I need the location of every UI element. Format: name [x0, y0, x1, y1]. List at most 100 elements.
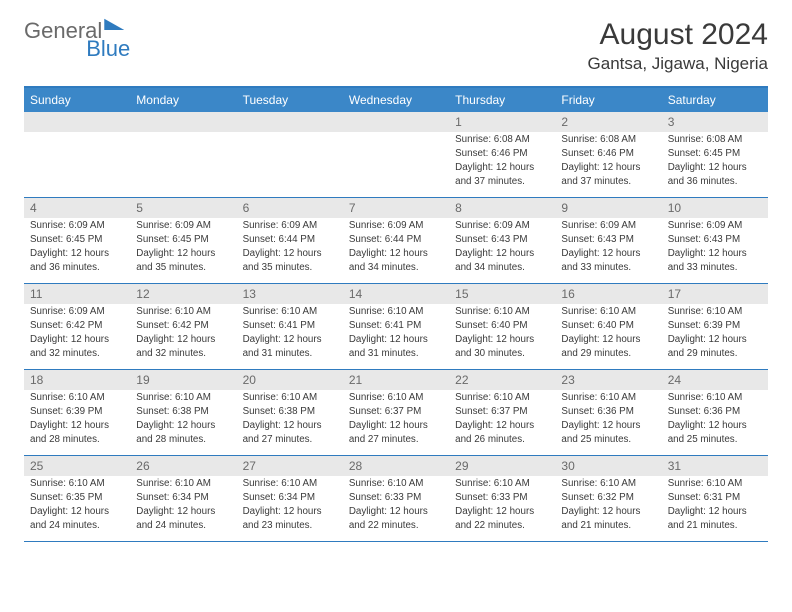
sunset-text: Sunset: 6:45 PM [662, 146, 768, 160]
logo-triangle-icon [104, 16, 124, 30]
date-number: 4 [24, 198, 130, 218]
month-title: August 2024 [588, 18, 768, 52]
logo-word-blue: Blue [86, 36, 130, 62]
day-cell: 17Sunrise: 6:10 AMSunset: 6:39 PMDayligh… [662, 284, 768, 370]
date-number: 27 [237, 456, 343, 476]
sunrise-text: Sunrise: 6:08 AM [449, 132, 555, 146]
sunset-text: Sunset: 6:34 PM [130, 490, 236, 504]
date-number [237, 112, 343, 132]
calendar: Sunday Monday Tuesday Wednesday Thursday… [24, 86, 768, 542]
day-cell: 29Sunrise: 6:10 AMSunset: 6:33 PMDayligh… [449, 456, 555, 542]
day-cell: 5Sunrise: 6:09 AMSunset: 6:45 PMDaylight… [130, 198, 236, 284]
date-number [130, 112, 236, 132]
sunrise-text: Sunrise: 6:10 AM [343, 390, 449, 404]
logo: GeneralBlue [24, 18, 124, 44]
day-cell: 7Sunrise: 6:09 AMSunset: 6:44 PMDaylight… [343, 198, 449, 284]
day-cell: 23Sunrise: 6:10 AMSunset: 6:36 PMDayligh… [555, 370, 661, 456]
day-cell: 22Sunrise: 6:10 AMSunset: 6:37 PMDayligh… [449, 370, 555, 456]
sunrise-text: Sunrise: 6:10 AM [555, 304, 661, 318]
title-block: August 2024 Gantsa, Jigawa, Nigeria [588, 18, 768, 74]
day-cell: 28Sunrise: 6:10 AMSunset: 6:33 PMDayligh… [343, 456, 449, 542]
day-cell: 24Sunrise: 6:10 AMSunset: 6:36 PMDayligh… [662, 370, 768, 456]
sunrise-text: Sunrise: 6:08 AM [555, 132, 661, 146]
daylight-text: Daylight: 12 hours and 32 minutes. [130, 332, 236, 359]
date-number: 26 [130, 456, 236, 476]
daylight-text: Daylight: 12 hours and 32 minutes. [24, 332, 130, 359]
sunset-text: Sunset: 6:43 PM [449, 232, 555, 246]
sunset-text: Sunset: 6:33 PM [343, 490, 449, 504]
daylight-text: Daylight: 12 hours and 21 minutes. [662, 504, 768, 531]
date-number: 16 [555, 284, 661, 304]
sunset-text: Sunset: 6:45 PM [24, 232, 130, 246]
daylight-text: Daylight: 12 hours and 24 minutes. [130, 504, 236, 531]
sunrise-text: Sunrise: 6:10 AM [130, 390, 236, 404]
day-cell: 2Sunrise: 6:08 AMSunset: 6:46 PMDaylight… [555, 112, 661, 198]
sunrise-text: Sunrise: 6:09 AM [24, 304, 130, 318]
day-cell: 26Sunrise: 6:10 AMSunset: 6:34 PMDayligh… [130, 456, 236, 542]
sunset-text: Sunset: 6:36 PM [555, 404, 661, 418]
sunset-text: Sunset: 6:43 PM [555, 232, 661, 246]
daylight-text: Daylight: 12 hours and 36 minutes. [662, 160, 768, 187]
daylight-text: Daylight: 12 hours and 22 minutes. [343, 504, 449, 531]
daylight-text: Daylight: 12 hours and 35 minutes. [237, 246, 343, 273]
daylight-text: Daylight: 12 hours and 34 minutes. [449, 246, 555, 273]
weekday-monday: Monday [130, 88, 236, 112]
sunset-text: Sunset: 6:39 PM [662, 318, 768, 332]
day-cell: 21Sunrise: 6:10 AMSunset: 6:37 PMDayligh… [343, 370, 449, 456]
date-number: 30 [555, 456, 661, 476]
sunrise-text: Sunrise: 6:10 AM [237, 304, 343, 318]
sunrise-text: Sunrise: 6:09 AM [130, 218, 236, 232]
daylight-text: Daylight: 12 hours and 27 minutes. [343, 418, 449, 445]
sunrise-text: Sunrise: 6:10 AM [24, 476, 130, 490]
day-cell: 30Sunrise: 6:10 AMSunset: 6:32 PMDayligh… [555, 456, 661, 542]
date-number: 3 [662, 112, 768, 132]
daylight-text: Daylight: 12 hours and 24 minutes. [24, 504, 130, 531]
weekday-thursday: Thursday [449, 88, 555, 112]
sunrise-text: Sunrise: 6:10 AM [130, 476, 236, 490]
sunrise-text: Sunrise: 6:10 AM [343, 476, 449, 490]
date-number: 2 [555, 112, 661, 132]
weekday-sunday: Sunday [24, 88, 130, 112]
date-number: 10 [662, 198, 768, 218]
sunset-text: Sunset: 6:40 PM [449, 318, 555, 332]
sunset-text: Sunset: 6:34 PM [237, 490, 343, 504]
location: Gantsa, Jigawa, Nigeria [588, 54, 768, 74]
day-cell: 8Sunrise: 6:09 AMSunset: 6:43 PMDaylight… [449, 198, 555, 284]
week-row: 18Sunrise: 6:10 AMSunset: 6:39 PMDayligh… [24, 370, 768, 456]
sunset-text: Sunset: 6:40 PM [555, 318, 661, 332]
sunset-text: Sunset: 6:33 PM [449, 490, 555, 504]
day-cell: 1Sunrise: 6:08 AMSunset: 6:46 PMDaylight… [449, 112, 555, 198]
sunrise-text: Sunrise: 6:10 AM [449, 304, 555, 318]
sunrise-text: Sunrise: 6:10 AM [24, 390, 130, 404]
week-row: 11Sunrise: 6:09 AMSunset: 6:42 PMDayligh… [24, 284, 768, 370]
date-number: 6 [237, 198, 343, 218]
day-cell: 4Sunrise: 6:09 AMSunset: 6:45 PMDaylight… [24, 198, 130, 284]
sunrise-text: Sunrise: 6:10 AM [130, 304, 236, 318]
date-number: 29 [449, 456, 555, 476]
sunset-text: Sunset: 6:36 PM [662, 404, 768, 418]
sunset-text: Sunset: 6:32 PM [555, 490, 661, 504]
day-cell [130, 112, 236, 198]
sunset-text: Sunset: 6:45 PM [130, 232, 236, 246]
date-number: 21 [343, 370, 449, 390]
date-number: 7 [343, 198, 449, 218]
date-number: 22 [449, 370, 555, 390]
day-cell: 20Sunrise: 6:10 AMSunset: 6:38 PMDayligh… [237, 370, 343, 456]
date-number: 5 [130, 198, 236, 218]
day-cell [24, 112, 130, 198]
date-number: 20 [237, 370, 343, 390]
sunrise-text: Sunrise: 6:10 AM [343, 304, 449, 318]
sunset-text: Sunset: 6:42 PM [24, 318, 130, 332]
sunset-text: Sunset: 6:41 PM [343, 318, 449, 332]
day-cell: 14Sunrise: 6:10 AMSunset: 6:41 PMDayligh… [343, 284, 449, 370]
sunset-text: Sunset: 6:43 PM [662, 232, 768, 246]
sunrise-text: Sunrise: 6:08 AM [662, 132, 768, 146]
weekday-header: Sunday Monday Tuesday Wednesday Thursday… [24, 88, 768, 112]
day-cell: 12Sunrise: 6:10 AMSunset: 6:42 PMDayligh… [130, 284, 236, 370]
date-number: 11 [24, 284, 130, 304]
day-cell: 6Sunrise: 6:09 AMSunset: 6:44 PMDaylight… [237, 198, 343, 284]
date-number: 19 [130, 370, 236, 390]
date-number: 12 [130, 284, 236, 304]
daylight-text: Daylight: 12 hours and 28 minutes. [24, 418, 130, 445]
date-number: 18 [24, 370, 130, 390]
